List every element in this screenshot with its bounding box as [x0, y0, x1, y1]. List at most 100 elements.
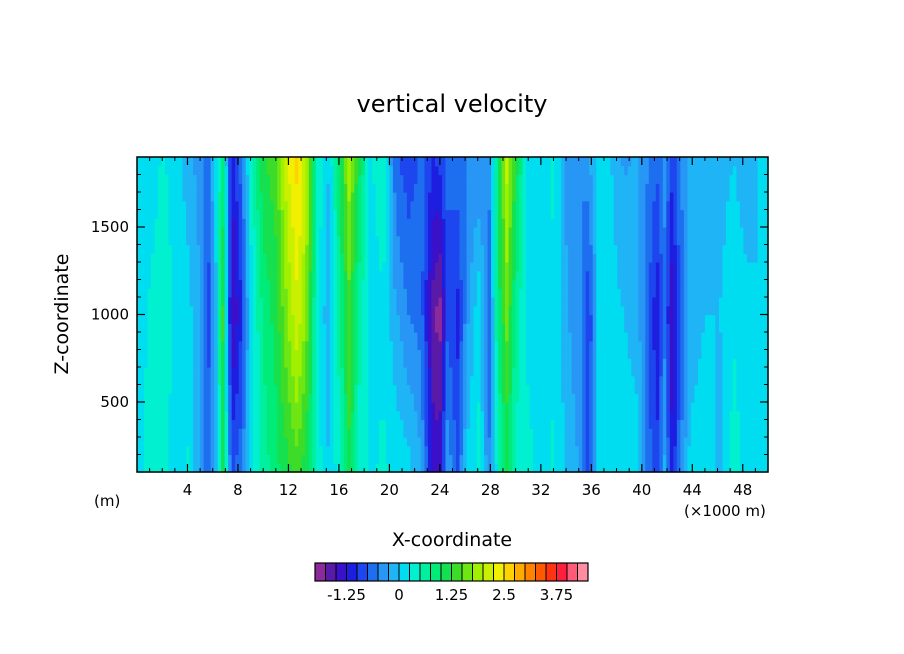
field-cell	[522, 305, 527, 316]
field-cell	[168, 253, 173, 263]
field-cell	[186, 393, 191, 403]
field-cell	[200, 174, 205, 184]
field-cell	[438, 192, 443, 202]
field-cell	[298, 200, 303, 211]
field-cell	[228, 445, 233, 456]
field-cell	[172, 314, 177, 324]
field-cell	[329, 305, 334, 316]
field-cell	[585, 402, 590, 412]
field-cell	[207, 323, 212, 333]
field-cell	[322, 218, 327, 228]
field-cell	[147, 279, 152, 289]
field-cell	[434, 227, 440, 237]
field-cell	[463, 279, 468, 289]
field-cell	[298, 349, 303, 359]
field-cell	[347, 209, 352, 219]
field-cell	[137, 358, 142, 368]
field-cell	[280, 384, 285, 394]
field-cell	[273, 262, 278, 272]
field-cell	[515, 192, 520, 202]
field-cell	[403, 244, 408, 254]
field-cell	[448, 445, 454, 456]
field-cell	[434, 454, 440, 464]
field-cell	[508, 288, 513, 298]
field-cell	[424, 463, 429, 473]
field-cell	[424, 157, 429, 167]
field-cell	[585, 297, 590, 307]
field-cell	[249, 358, 254, 368]
field-cell	[361, 165, 366, 176]
field-cell	[224, 384, 229, 394]
field-cell	[501, 332, 506, 342]
field-cell	[585, 244, 590, 254]
field-cell	[182, 262, 187, 272]
field-cell	[266, 463, 271, 473]
field-cell	[147, 323, 152, 333]
field-cell	[182, 165, 187, 176]
field-cell	[315, 279, 320, 289]
field-cell	[620, 445, 625, 456]
field-cell	[284, 323, 289, 333]
field-cell	[270, 305, 275, 316]
field-cell	[434, 305, 440, 316]
field-cell	[263, 463, 268, 473]
field-cell	[512, 183, 517, 193]
field-cell	[396, 367, 401, 377]
field-cell	[340, 445, 345, 456]
field-cell	[540, 157, 545, 167]
field-cell	[347, 305, 352, 316]
field-cell	[434, 174, 440, 184]
field-cell	[585, 235, 590, 246]
field-cell	[578, 437, 583, 447]
field-cell	[620, 235, 625, 246]
field-cell	[498, 174, 503, 184]
field-cell	[175, 157, 180, 167]
field-cell	[536, 297, 541, 307]
field-cell	[140, 367, 145, 377]
field-cell	[172, 410, 177, 421]
field-cell	[193, 288, 198, 298]
field-cell	[347, 218, 352, 228]
field-cell	[529, 332, 534, 342]
field-cell	[606, 332, 611, 342]
field-cell	[182, 218, 187, 228]
field-cell	[456, 165, 461, 176]
field-cell	[431, 174, 436, 184]
field-cell	[431, 218, 436, 228]
field-cell	[368, 288, 373, 298]
field-cell	[389, 349, 394, 359]
field-cell	[147, 209, 152, 219]
field-cell	[217, 367, 222, 377]
field-cell	[603, 218, 608, 228]
field-cell	[413, 419, 419, 429]
field-cell	[256, 445, 261, 456]
field-cell	[515, 200, 520, 211]
field-cell	[557, 358, 562, 368]
field-cell	[515, 384, 520, 394]
field-cell	[137, 445, 142, 456]
field-cell	[382, 165, 387, 176]
field-cell	[491, 428, 496, 438]
field-cell	[536, 323, 541, 333]
field-cell	[606, 227, 611, 237]
field-cell	[610, 192, 615, 202]
field-cell	[154, 157, 159, 167]
field-cell	[445, 367, 450, 377]
field-cell	[582, 454, 587, 464]
field-cell	[508, 445, 513, 456]
field-cell	[533, 393, 538, 403]
field-cell	[214, 174, 219, 184]
field-cell	[385, 288, 390, 298]
field-cell	[470, 218, 475, 228]
field-cell	[508, 227, 513, 237]
field-cell	[333, 227, 338, 237]
field-cell	[606, 445, 611, 456]
field-cell	[470, 332, 475, 342]
field-cell	[438, 384, 443, 394]
field-cell	[361, 200, 366, 211]
field-cell	[508, 340, 513, 351]
field-cell	[161, 323, 166, 333]
field-cell	[161, 235, 166, 246]
field-cell	[564, 410, 569, 421]
field-cell	[165, 340, 170, 351]
